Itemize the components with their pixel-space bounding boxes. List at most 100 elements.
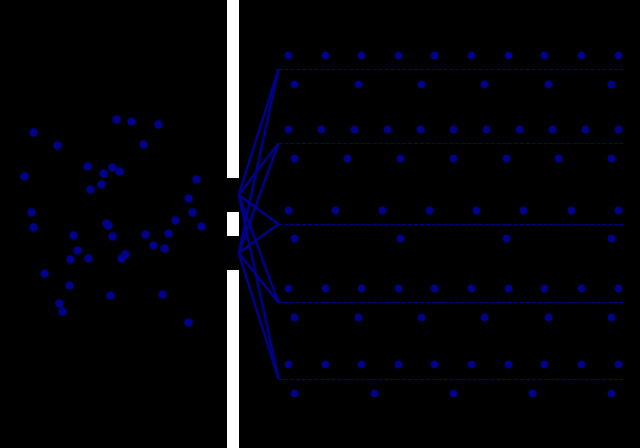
Point xyxy=(466,284,476,292)
Point xyxy=(377,206,387,213)
Point xyxy=(19,172,29,180)
Point xyxy=(289,154,300,161)
Point xyxy=(39,269,49,276)
Point xyxy=(429,284,440,292)
Point xyxy=(28,224,38,231)
Point xyxy=(424,206,435,213)
Point xyxy=(83,254,93,261)
Point xyxy=(540,361,550,368)
Point xyxy=(148,241,159,248)
Point xyxy=(191,175,201,182)
Point xyxy=(393,361,403,368)
Point xyxy=(606,389,616,396)
Point xyxy=(316,125,326,133)
Point xyxy=(606,313,616,320)
Point xyxy=(502,361,513,368)
Point xyxy=(547,125,557,133)
Point xyxy=(612,206,623,213)
Point xyxy=(140,230,150,237)
Point xyxy=(64,281,74,288)
Point xyxy=(448,389,458,396)
Point xyxy=(395,154,405,161)
Point xyxy=(68,232,78,239)
Point xyxy=(98,170,108,177)
Point xyxy=(576,52,586,59)
Point xyxy=(381,125,392,133)
Point xyxy=(369,389,379,396)
Point xyxy=(502,52,513,59)
Point xyxy=(289,80,300,87)
Point xyxy=(183,194,193,201)
Point xyxy=(187,209,197,216)
Point xyxy=(612,361,623,368)
Point xyxy=(26,209,36,216)
Bar xyxy=(227,270,239,448)
Point xyxy=(159,245,169,252)
Point xyxy=(319,52,330,59)
Point xyxy=(283,125,293,133)
Point xyxy=(356,361,366,368)
Point xyxy=(120,251,131,258)
Point xyxy=(471,206,481,213)
Point xyxy=(356,284,366,292)
Point xyxy=(289,389,300,396)
Point xyxy=(196,222,206,229)
Point xyxy=(102,221,113,228)
Point xyxy=(395,235,405,242)
Point xyxy=(154,120,164,127)
Point xyxy=(429,361,440,368)
Point xyxy=(170,217,180,224)
Point xyxy=(101,220,111,227)
Point xyxy=(393,52,403,59)
Point xyxy=(289,235,300,242)
Point xyxy=(415,125,425,133)
Point xyxy=(283,52,293,59)
Point xyxy=(565,206,575,213)
Point xyxy=(576,284,586,292)
Point xyxy=(466,361,476,368)
Point xyxy=(28,128,38,135)
Point xyxy=(107,163,117,170)
Point xyxy=(114,168,124,175)
Point xyxy=(540,52,550,59)
Point xyxy=(283,361,293,368)
Point xyxy=(481,125,491,133)
Point xyxy=(606,154,616,161)
Point xyxy=(416,313,426,320)
Point xyxy=(283,206,293,213)
Point xyxy=(349,125,359,133)
Point xyxy=(612,125,623,133)
Point xyxy=(502,284,513,292)
Point xyxy=(580,125,590,133)
Point xyxy=(342,154,352,161)
Point xyxy=(84,185,95,193)
Point xyxy=(319,361,330,368)
Point xyxy=(540,284,550,292)
Point xyxy=(606,235,616,242)
Point xyxy=(479,313,490,320)
Point xyxy=(330,206,340,213)
Point xyxy=(606,80,616,87)
Point xyxy=(289,313,300,320)
Point xyxy=(448,154,458,161)
Point xyxy=(612,52,623,59)
Point xyxy=(65,256,76,263)
Point xyxy=(518,206,529,213)
Point xyxy=(416,80,426,87)
Point xyxy=(111,116,122,123)
Point xyxy=(429,52,440,59)
Point xyxy=(466,52,476,59)
Point xyxy=(500,235,511,242)
Point xyxy=(283,284,293,292)
Point xyxy=(319,284,330,292)
Point xyxy=(527,389,537,396)
Point xyxy=(125,118,136,125)
Point xyxy=(54,300,64,307)
Point xyxy=(554,154,564,161)
Point xyxy=(163,229,173,237)
Point xyxy=(105,291,115,298)
Point xyxy=(157,290,167,297)
Point xyxy=(116,254,126,261)
Point xyxy=(183,319,193,326)
Point xyxy=(107,232,117,239)
